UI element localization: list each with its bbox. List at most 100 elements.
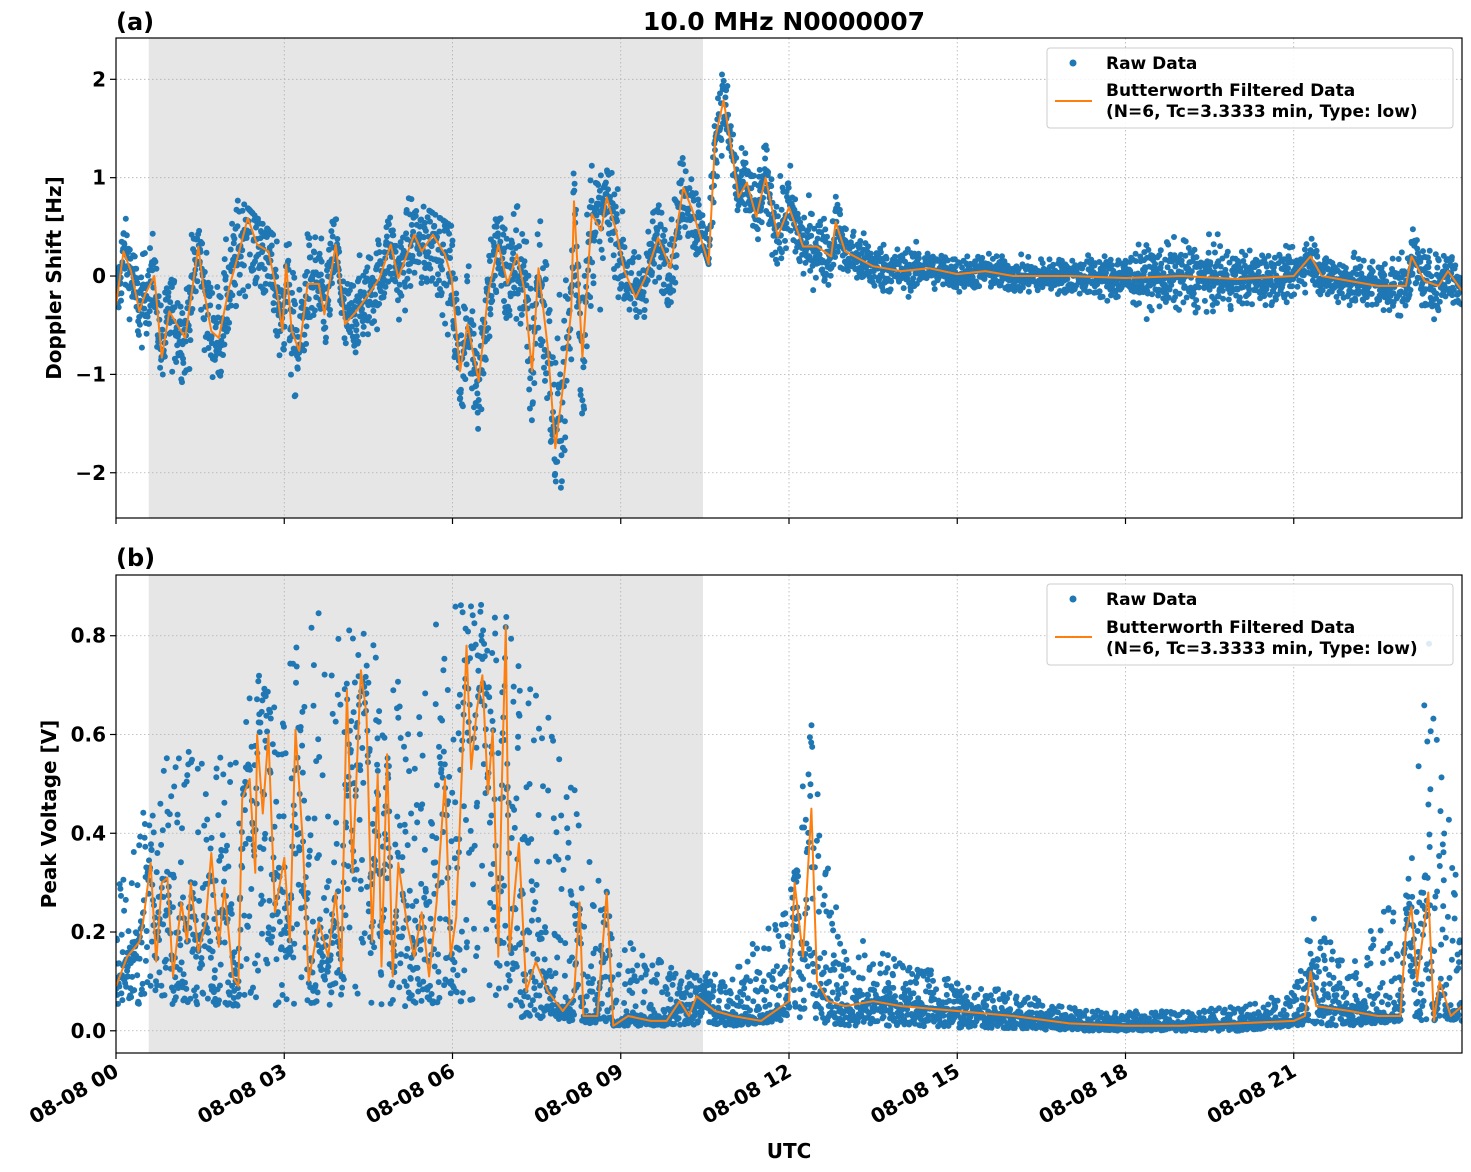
raw-point	[444, 331, 451, 338]
raw-point	[256, 672, 262, 679]
raw-point	[557, 484, 564, 491]
raw-point	[1397, 312, 1404, 319]
raw-point	[327, 306, 333, 313]
raw-point	[416, 731, 423, 738]
raw-point	[414, 964, 421, 971]
raw-point	[814, 235, 821, 242]
raw-point	[457, 395, 464, 402]
raw-point	[293, 679, 299, 686]
raw-point	[135, 331, 142, 338]
raw-point	[487, 305, 494, 312]
raw-point	[220, 352, 226, 358]
raw-point	[348, 718, 355, 725]
raw-point	[226, 991, 233, 998]
raw-point	[408, 992, 415, 999]
raw-point	[1289, 283, 1296, 290]
raw-point	[597, 306, 604, 313]
raw-point	[402, 307, 409, 314]
raw-point	[1458, 301, 1462, 308]
raw-point	[169, 368, 176, 375]
raw-point	[961, 283, 968, 290]
raw-point	[1132, 250, 1139, 257]
raw-point	[157, 364, 164, 371]
raw-point	[1225, 296, 1232, 303]
raw-point	[351, 679, 358, 686]
raw-point	[463, 315, 470, 322]
raw-point	[1203, 308, 1210, 315]
raw-point	[120, 876, 127, 883]
raw-point	[1449, 292, 1456, 299]
raw-point	[241, 912, 248, 919]
raw-point	[797, 219, 804, 226]
raw-point	[607, 194, 613, 200]
raw-point	[915, 250, 922, 257]
raw-point	[536, 241, 543, 248]
raw-point	[332, 980, 339, 987]
raw-point	[439, 266, 446, 273]
raw-point	[190, 946, 197, 953]
raw-point	[162, 912, 169, 919]
raw-point	[1214, 231, 1221, 238]
raw-point	[692, 228, 699, 235]
raw-point	[1143, 316, 1150, 323]
raw-point	[724, 83, 731, 89]
raw-point	[227, 906, 234, 913]
raw-point	[323, 933, 329, 940]
raw-point	[147, 982, 154, 989]
raw-point	[339, 984, 346, 991]
raw-point	[661, 226, 668, 233]
raw-point	[1425, 264, 1432, 271]
raw-point	[1050, 261, 1057, 268]
raw-point	[161, 353, 168, 360]
raw-point	[542, 276, 549, 283]
raw-point	[443, 282, 450, 289]
raw-point	[620, 236, 627, 243]
raw-point	[148, 847, 155, 853]
raw-point	[397, 735, 404, 741]
raw-point	[581, 405, 588, 412]
raw-point	[457, 386, 464, 393]
raw-point	[146, 822, 153, 829]
raw-point	[254, 952, 261, 959]
raw-point	[367, 255, 374, 262]
raw-point	[486, 333, 493, 340]
raw-point	[370, 307, 377, 314]
raw-point	[154, 850, 161, 856]
raw-point	[470, 322, 477, 328]
raw-point	[442, 320, 449, 327]
raw-point	[1355, 256, 1362, 262]
raw-point	[590, 280, 597, 287]
raw-point	[822, 226, 829, 233]
raw-point	[825, 281, 832, 288]
raw-point	[711, 123, 718, 130]
raw-point	[221, 341, 228, 348]
raw-point	[258, 708, 265, 715]
raw-point	[307, 832, 314, 839]
raw-point	[579, 397, 586, 404]
raw-point	[396, 281, 403, 288]
raw-point	[348, 323, 355, 330]
raw-point	[611, 191, 618, 198]
raw-point	[253, 274, 260, 281]
raw-point	[125, 928, 132, 935]
y-axis-label: Doppler Shift [Hz]	[42, 176, 66, 380]
raw-point	[233, 302, 240, 309]
raw-point	[390, 687, 397, 694]
raw-point	[1452, 262, 1459, 269]
raw-point	[262, 280, 269, 287]
raw-point	[275, 864, 282, 871]
raw-point	[714, 173, 720, 180]
raw-point	[860, 230, 867, 237]
raw-point	[518, 311, 525, 318]
raw-point	[438, 258, 445, 265]
raw-point	[301, 703, 308, 710]
raw-point	[633, 314, 640, 320]
raw-point	[887, 286, 894, 293]
raw-point	[196, 227, 203, 234]
raw-point	[402, 756, 409, 763]
raw-point	[541, 364, 547, 371]
raw-point	[1426, 247, 1433, 254]
raw-point	[316, 916, 323, 923]
raw-point	[207, 954, 214, 961]
raw-point	[402, 828, 409, 835]
